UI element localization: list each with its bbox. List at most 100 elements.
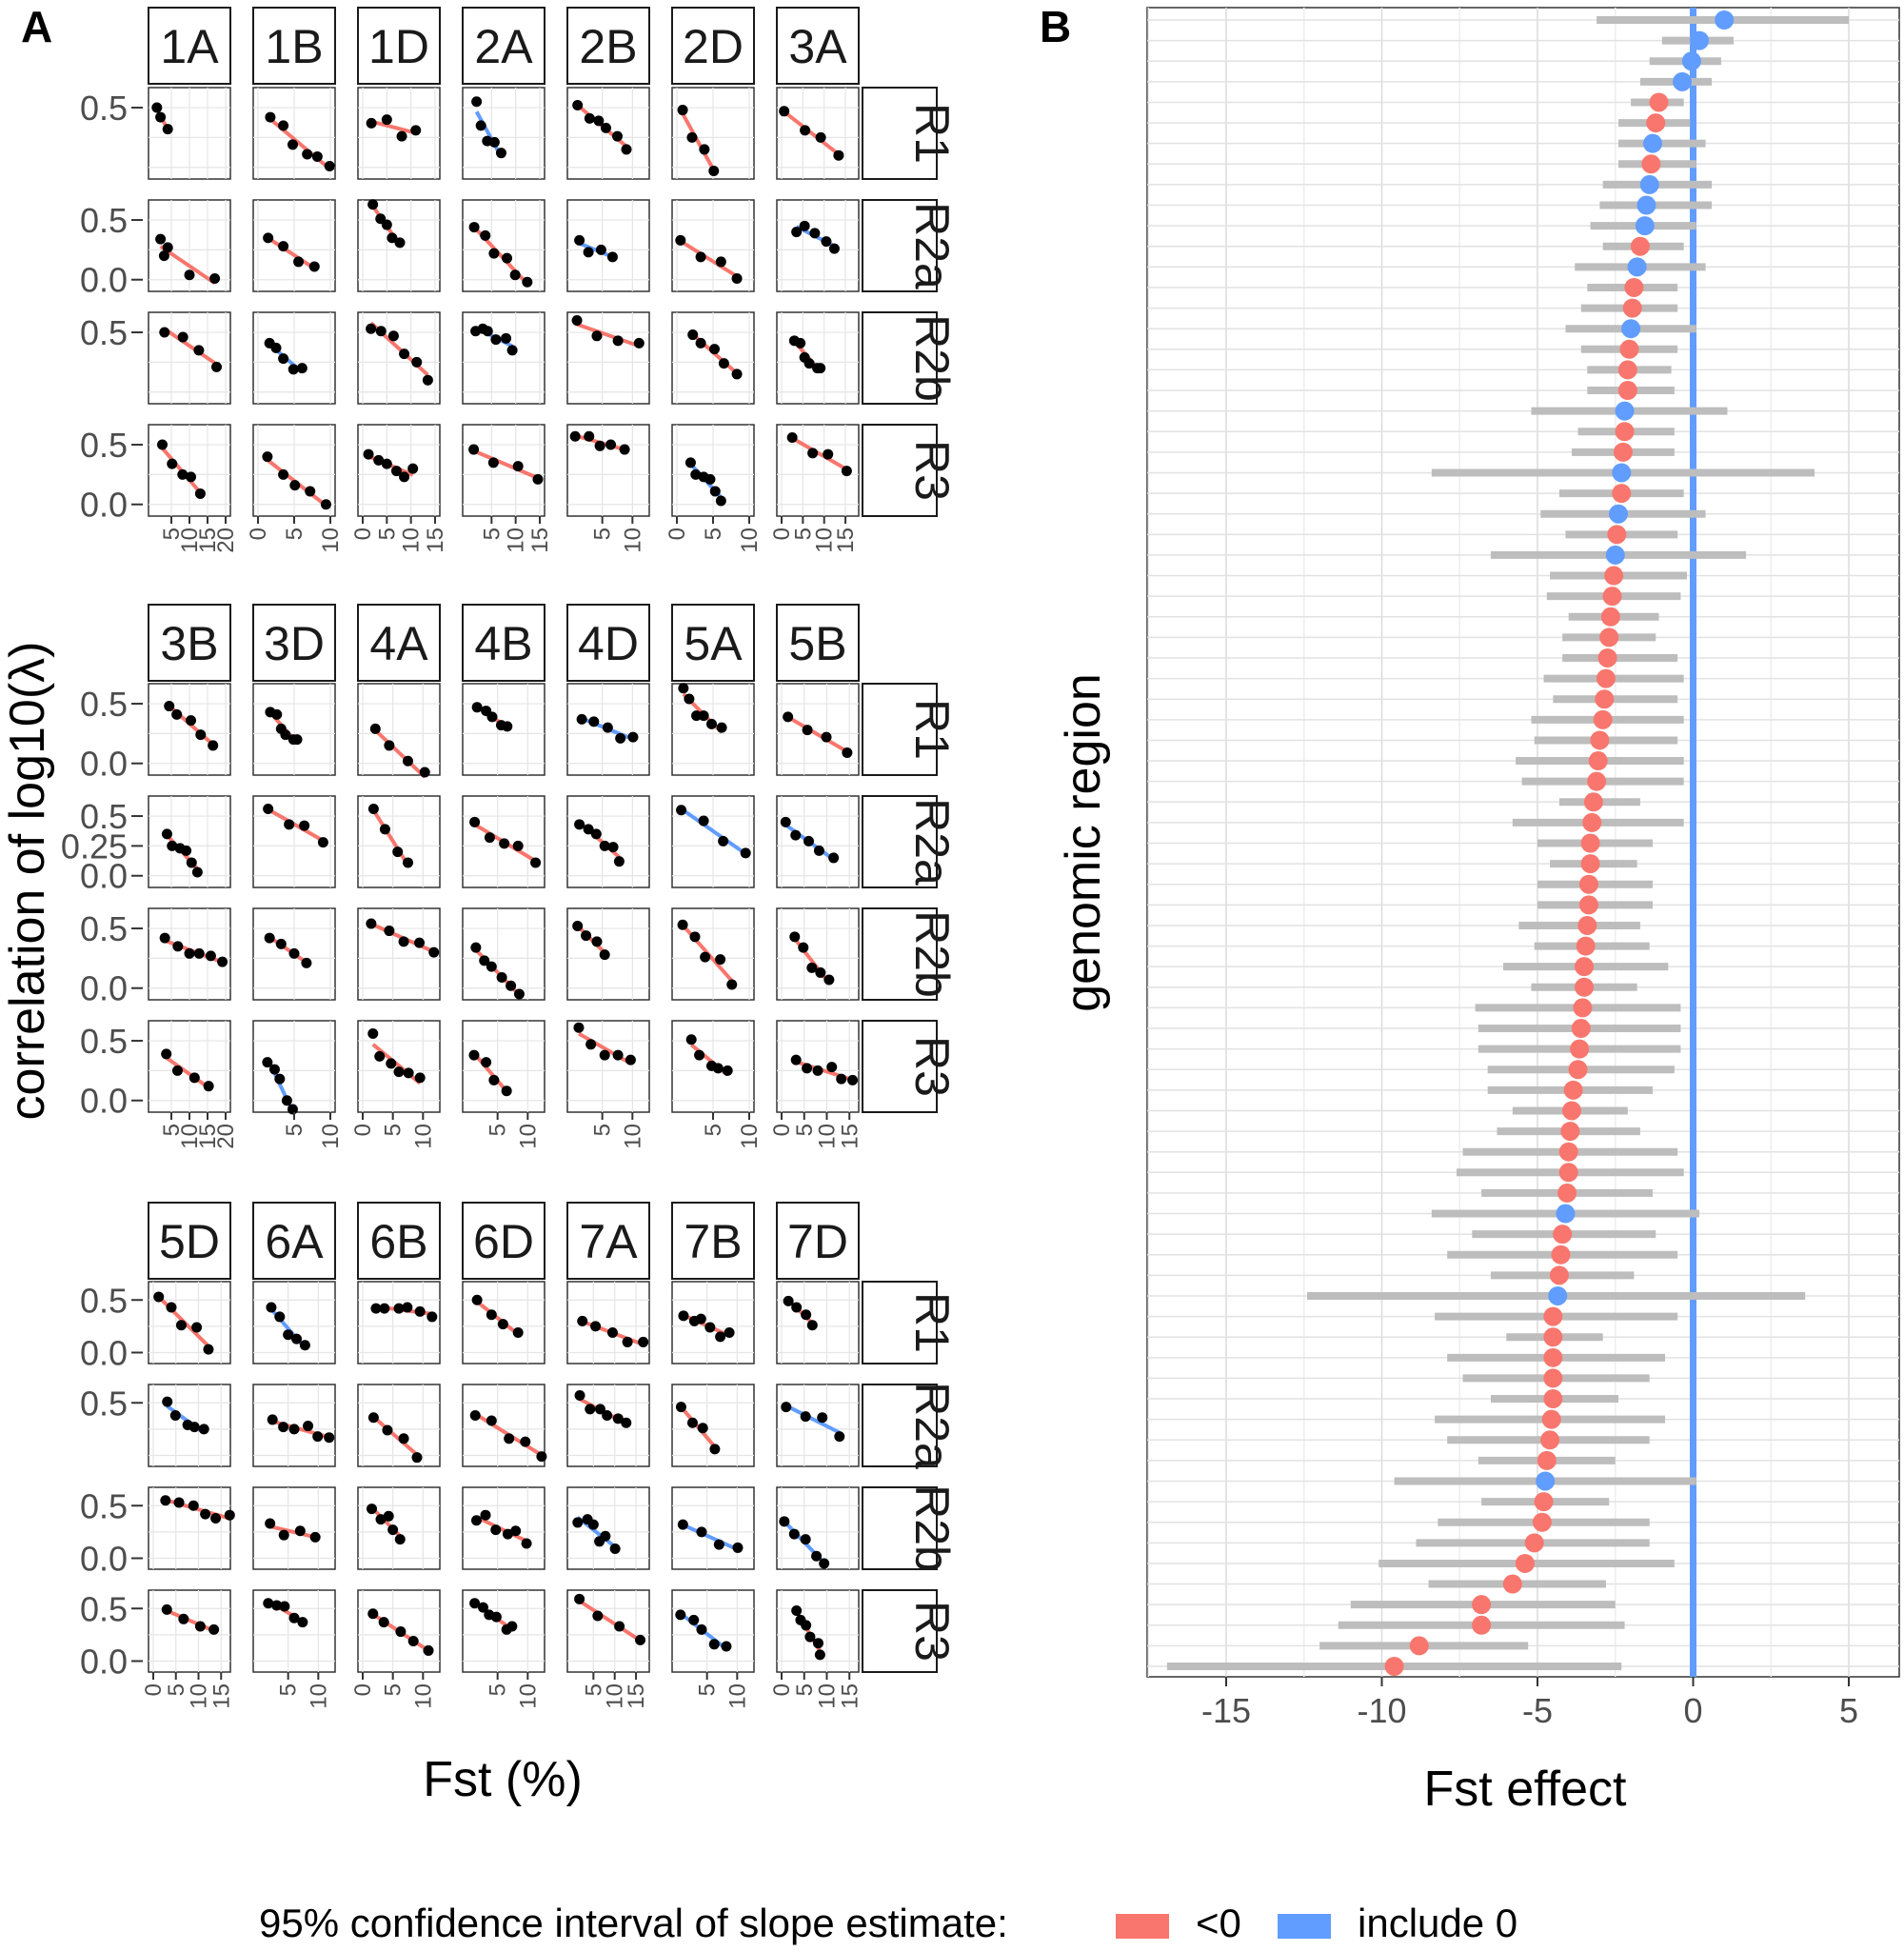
strip-R2a [862,199,938,292]
slope-estimate-point [1578,895,1598,915]
slope-estimate-point [1472,1595,1492,1615]
strip-label-6A: 6A [265,1215,324,1268]
data-point [802,1063,813,1074]
x-tick-label: 10 [177,528,203,553]
data-point [471,96,483,108]
x-tick-label: 10 [318,1124,344,1149]
data-point [289,480,301,491]
data-point [217,956,228,967]
slope-estimate-point [1571,1019,1591,1039]
data-point [814,1649,825,1661]
data-point [490,1611,502,1623]
fit-line [267,807,325,843]
y-tick-label: 0.5 [80,201,128,240]
data-point [740,847,751,859]
data-point [303,1421,314,1432]
data-point [530,857,542,868]
data-point [278,1422,289,1433]
facet-panel [357,1281,441,1364]
data-point [602,722,613,733]
strip-R2b [862,907,938,1001]
fit-line [791,436,848,471]
facet-panel [776,1384,860,1467]
data-point [841,466,852,477]
data-point [281,1095,292,1106]
data-point [695,1313,706,1325]
slope-estimate-point [1549,1265,1569,1285]
strip-label-R1: R1 [905,699,959,760]
slope-estimate-point [1582,812,1602,832]
data-point [375,326,387,337]
data-point [367,1504,377,1515]
slope-estimate-point [1639,174,1659,194]
data-point [387,330,399,342]
slope-estimate-point [1548,1285,1568,1305]
data-point [367,199,379,210]
data-point [587,1519,599,1530]
data-point [469,816,481,827]
x-tick-label: -5 [1522,1691,1553,1730]
strip-label-3A: 3A [788,20,847,73]
data-point [379,824,390,835]
x-tick-label: 10 [177,1124,203,1149]
data-point [171,708,183,720]
data-point [700,951,711,963]
x-tick-label: 5 [790,528,816,540]
data-point [732,1542,744,1553]
data-point [265,111,276,123]
facet-panel [566,424,650,517]
data-point [162,1396,173,1407]
data-point [677,919,688,930]
strip-label-R2b: R2b [905,910,959,998]
fit-line [159,245,216,286]
slope-estimate-point [1607,525,1627,545]
data-point [208,740,219,751]
data-point [502,721,513,732]
data-point [280,729,291,741]
data-point [382,1424,393,1436]
data-point [414,1305,426,1317]
data-point [159,327,170,338]
data-point [480,229,491,241]
facet-panel [462,199,545,292]
strip-R3 [862,424,938,517]
data-point [324,160,335,171]
data-point [584,112,595,124]
data-point [715,1331,726,1343]
data-point [270,342,282,353]
data-point [283,1329,294,1341]
data-point [602,1410,613,1422]
data-point [801,1620,812,1631]
data-point [823,448,834,460]
data-point [834,1431,845,1443]
facet-panel [462,1020,545,1113]
data-point [266,1302,277,1313]
data-point [836,1073,847,1085]
data-point [468,1049,480,1061]
x-tick-label: 5 [581,1683,606,1696]
data-point [407,1635,419,1646]
panel-label-a: A [21,2,52,51]
slope-estimate-point [1681,51,1701,71]
data-point [479,955,490,966]
data-point [263,804,274,815]
data-point [512,840,524,851]
slope-estimate-point [1602,587,1622,607]
slope-estimate-point [1568,1060,1588,1080]
data-point [271,708,283,720]
strip-label-2D: 2D [683,20,744,73]
data-point [606,1326,618,1338]
data-point [274,1073,286,1085]
x-tick-label: 15 [833,528,859,553]
data-point [194,1621,206,1632]
strip-R1 [862,87,938,180]
x-tick-label: 0 [769,528,795,540]
x-tick-label: 0 [769,1124,795,1136]
data-point [278,468,289,480]
x-tick-label: 15 [837,1683,863,1709]
data-point [398,1433,409,1444]
data-point [486,1309,497,1321]
data-point [715,256,726,268]
data-point [599,840,610,851]
data-point [677,105,688,116]
